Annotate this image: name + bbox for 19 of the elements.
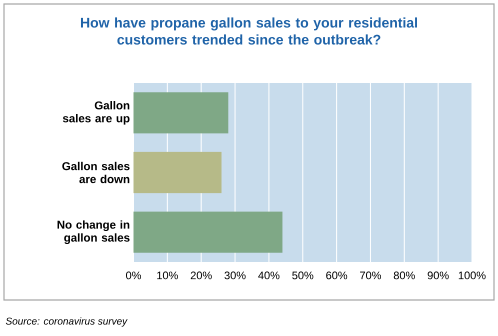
y-tick-label: Gallon sales are down <box>62 162 130 184</box>
x-tick-label: 90% <box>428 272 449 280</box>
bar <box>134 212 282 253</box>
source-note: Source: coronavirus survey <box>6 317 128 327</box>
x-tick-label: 30% <box>224 272 246 280</box>
x-tick-label: 10% <box>157 272 178 280</box>
bar <box>134 152 222 194</box>
bar <box>134 92 228 134</box>
x-tick-label: 50% <box>292 272 314 280</box>
x-tick-label: 80% <box>394 272 415 280</box>
x-tick-label: 70% <box>360 272 382 280</box>
x-tick-label: 100% <box>458 272 486 280</box>
y-tick-label: No change in gallon sales <box>58 220 130 244</box>
x-tick-label: 40% <box>258 272 280 280</box>
chart-title: How have propane gallon sales to your residential customers trended since the outbreak? <box>80 17 417 45</box>
x-tick-label: 20% <box>190 272 212 280</box>
y-tick-label: Gallon sales are up <box>62 101 130 125</box>
x-tick-label: 0% <box>126 272 142 280</box>
x-tick-label: 60% <box>326 272 348 280</box>
